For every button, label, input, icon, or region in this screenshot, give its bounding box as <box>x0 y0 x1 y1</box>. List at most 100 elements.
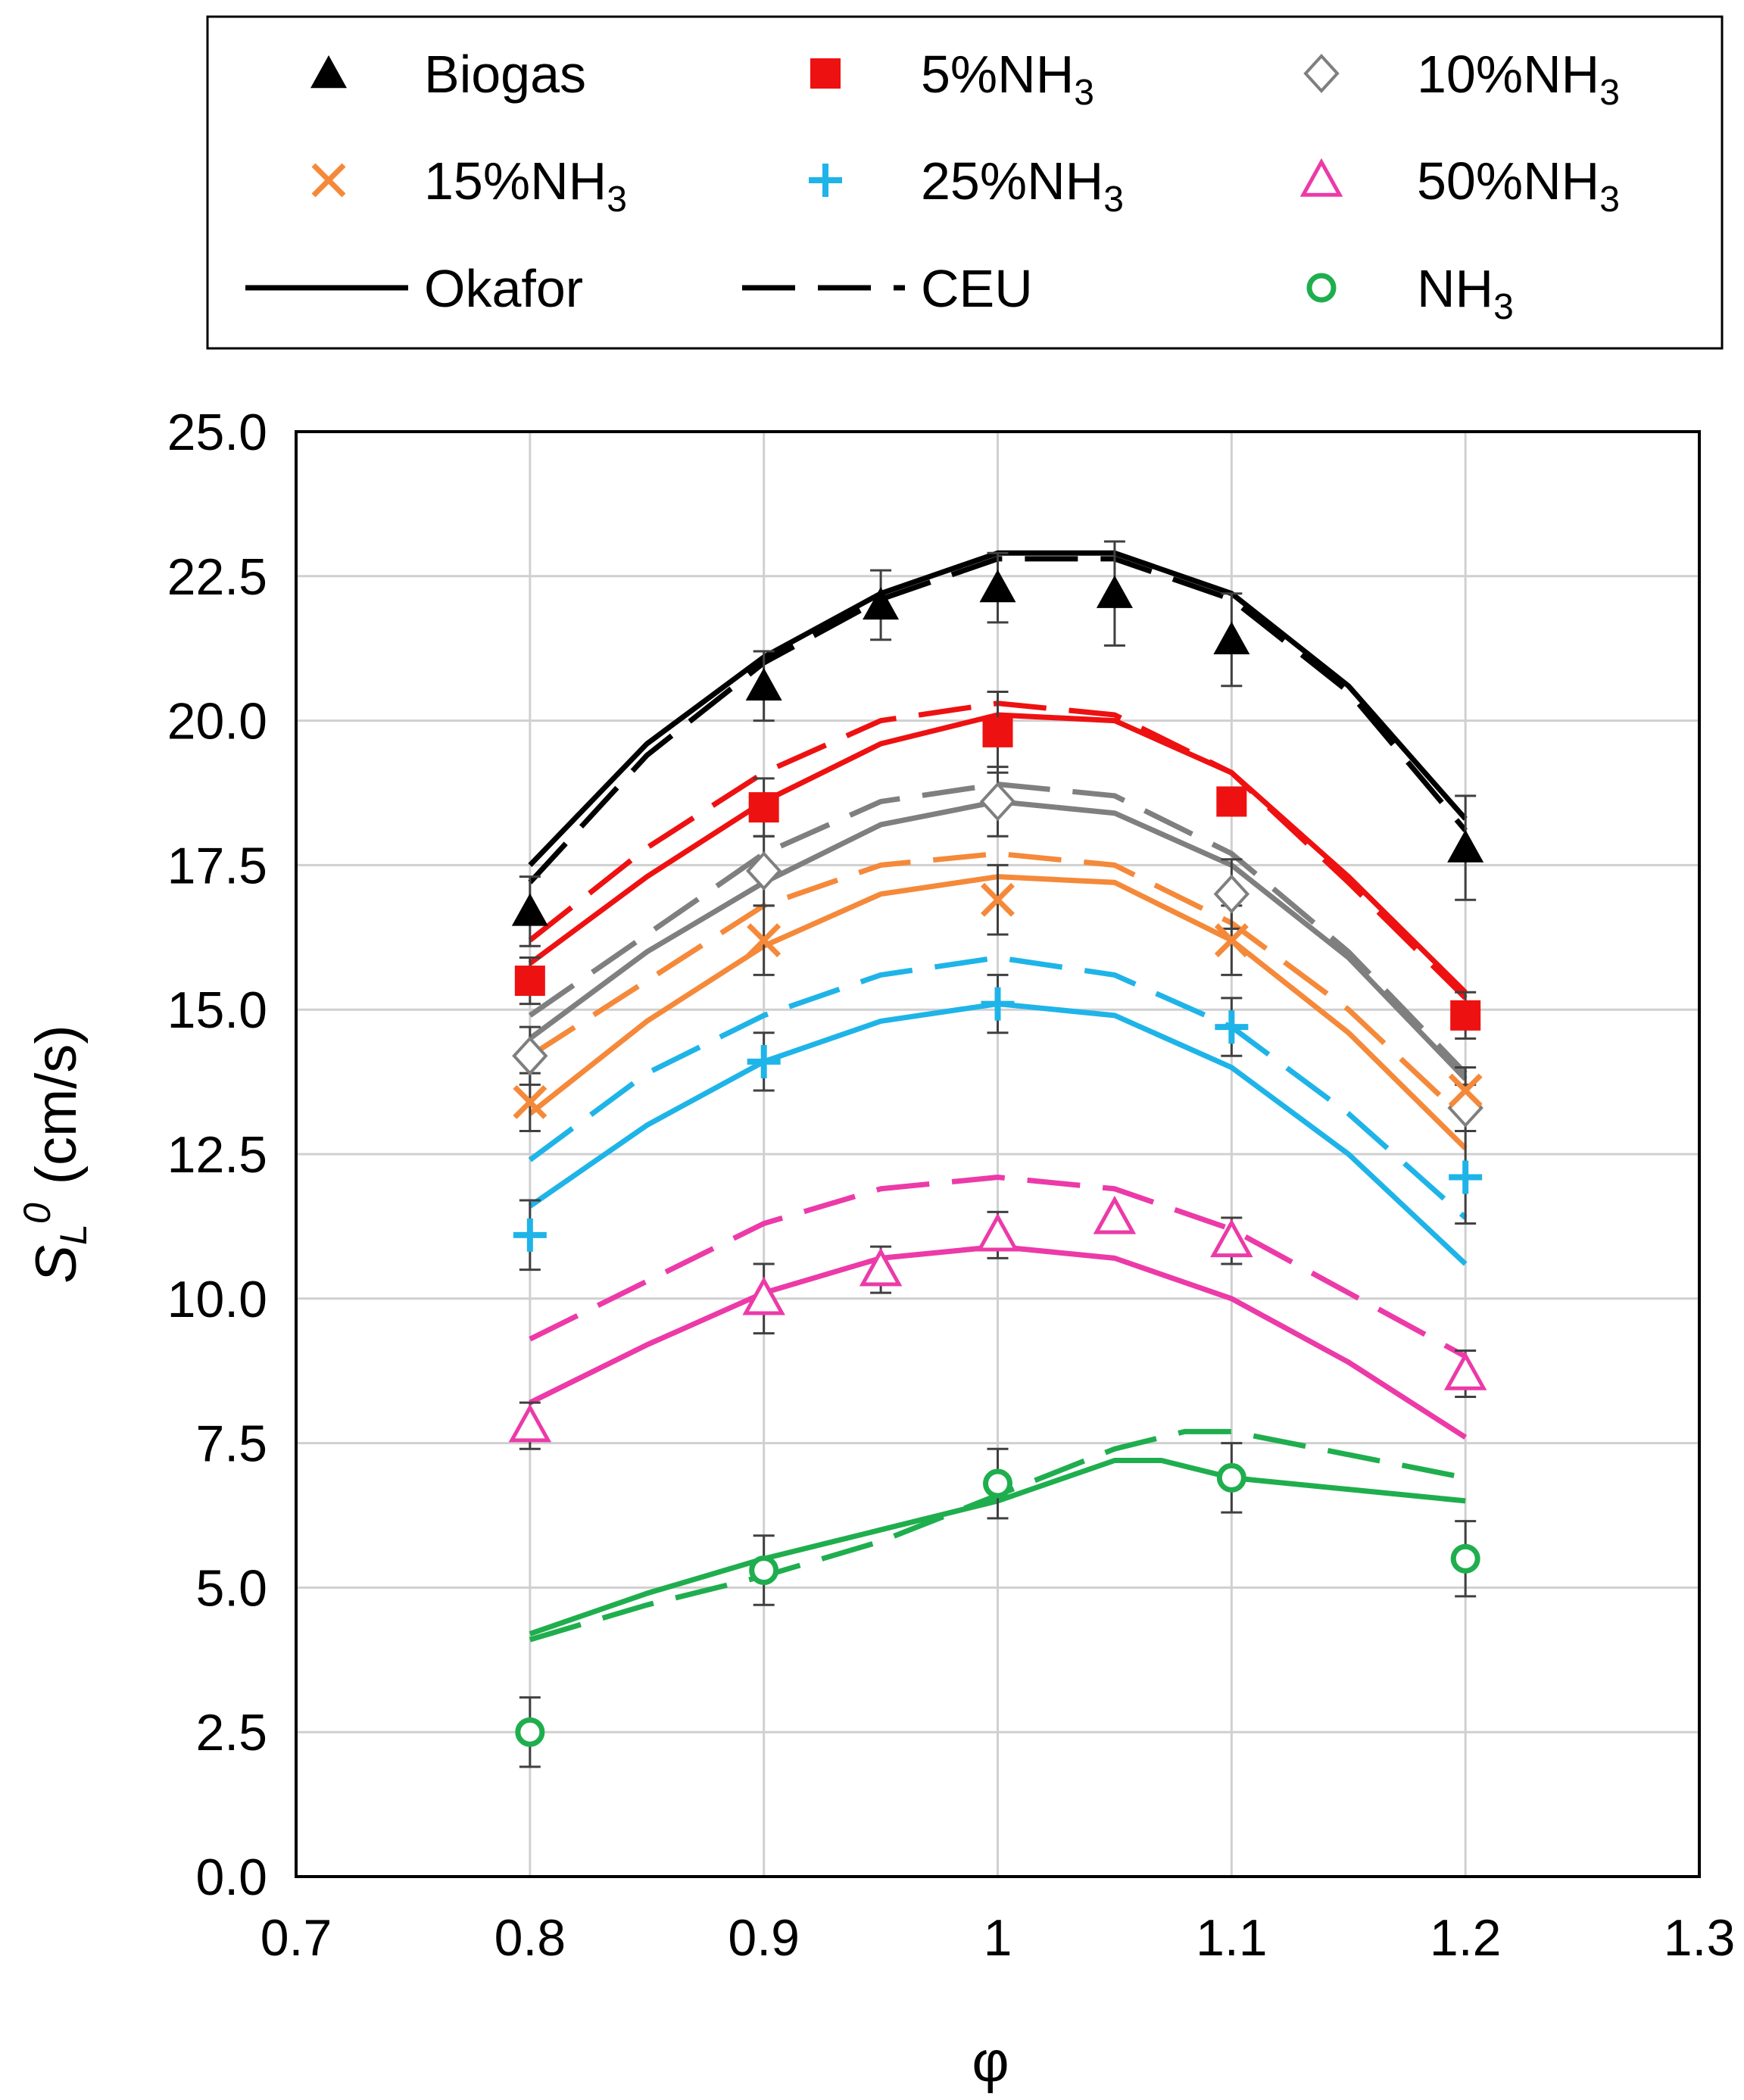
marker-shape <box>1216 1462 1246 1493</box>
data-point-5-nh3 <box>748 792 779 823</box>
data-point-5-nh3 <box>982 716 1013 747</box>
data-point-15-nh3 <box>513 1084 548 1119</box>
data-point-50-nh3 <box>1093 1195 1137 1234</box>
x-tick-label: 0.7 <box>261 1909 332 1967</box>
marker-stroke <box>1214 923 1249 958</box>
legend-label: 10%NH3 <box>1417 45 1620 113</box>
marker-shape <box>1216 786 1247 817</box>
legend: Biogas 5%NH3 10%NH3 15%NH3 25%NH3 50%NH3 Okafo… <box>245 45 1620 327</box>
x-tick-label: 0.8 <box>494 1909 566 1967</box>
marker-shape <box>1093 1195 1137 1234</box>
marker-shape <box>979 569 1016 603</box>
y-tick-label: 2.5 <box>195 1704 267 1761</box>
marker-shape <box>976 1212 1019 1252</box>
x-tick-label: 0.9 <box>728 1909 800 1967</box>
marker-stroke <box>981 882 1015 917</box>
legend-label: Biogas <box>424 45 586 104</box>
data-point-5-nh3 <box>1450 1000 1481 1031</box>
marker-shape <box>983 1468 1012 1499</box>
legend-label: 5%NH3 <box>921 45 1094 113</box>
y-tick-label: 20.0 <box>167 693 267 750</box>
ceu-line-15-nh3 <box>528 850 1468 1122</box>
y-tick-label: 7.5 <box>195 1415 267 1473</box>
y-axis-ticks: 0.0 2.5 5.0 7.5 10.0 12.5 15.0 17.5 20.0 22.5 25.0 <box>167 404 267 1906</box>
x-tick-label: 1.3 <box>1664 1909 1736 1967</box>
marker-shape <box>1306 273 1337 303</box>
y-axis-title-main: S <box>24 1245 89 1284</box>
ceu-line-25-nh3 <box>528 955 1468 1220</box>
okafor-line-nh3 <box>529 1458 1466 1637</box>
data-point-50-nh3 <box>508 1403 552 1443</box>
marker-shape <box>859 1247 903 1287</box>
data-point-biogas <box>1213 621 1250 654</box>
data-point-15-nh3 <box>747 923 782 958</box>
x-tick-label: 1.2 <box>1430 1909 1502 1967</box>
data-point-50-nh3 <box>1210 1218 1253 1258</box>
x-tick-label: 1.1 <box>1196 1909 1268 1967</box>
legend-item-ceu: CEU <box>742 259 1033 318</box>
y-axis-title-unit: (cm/s) <box>24 1025 89 1184</box>
marker-shape <box>982 716 1013 747</box>
x-axis-ticks: 0.7 0.8 0.9 1 1.1 1.2 1.3 <box>261 1909 1736 1967</box>
marker-shape <box>508 1403 552 1443</box>
data-point-nh3 <box>983 1468 1012 1499</box>
data-point-25-nh3 <box>1449 1160 1483 1194</box>
marker-stroke <box>747 923 782 958</box>
svg-text:SL0(cm/s): SL0 (cm/s) <box>16 1025 95 1283</box>
legend-item-biogas: Biogas <box>310 45 586 104</box>
data-point-nh3 <box>749 1555 779 1586</box>
legend-label: 15%NH3 <box>424 151 627 220</box>
plot-frame <box>295 430 1701 1878</box>
y-tick-label: 22.5 <box>167 548 267 606</box>
data-point-10-nh3 <box>979 782 1016 822</box>
marker-shape <box>863 586 900 620</box>
data-point-10-nh3 <box>745 851 782 891</box>
legend-label: Okafor <box>424 259 583 318</box>
x-tick-label: 1 <box>984 1909 1012 1967</box>
ceu-line-50-nh3 <box>529 1175 1467 1359</box>
legend-label: 50%NH3 <box>1417 151 1620 220</box>
marker-shape <box>511 893 548 926</box>
legend-marker <box>809 164 842 197</box>
marker-shape <box>1213 874 1250 914</box>
marker-shape <box>810 58 841 89</box>
legend-marker <box>311 163 346 198</box>
marker-shape <box>748 792 779 823</box>
legend-marker <box>1306 273 1337 303</box>
data-point-50-nh3 <box>742 1276 785 1315</box>
data-point-50-nh3 <box>859 1247 903 1287</box>
marker-shape <box>1096 575 1133 608</box>
y-tick-label: 17.5 <box>167 837 267 894</box>
data-point-nh3 <box>1216 1462 1246 1493</box>
y-tick-label: 12.5 <box>167 1126 267 1184</box>
data-point-biogas <box>511 893 548 926</box>
marker-shape <box>515 1717 545 1747</box>
marker-shape <box>1443 1351 1487 1390</box>
y-tick-label: 25.0 <box>167 404 267 461</box>
legend-marker <box>310 55 347 89</box>
data-point-10-nh3 <box>512 1036 548 1076</box>
data-point-15-nh3 <box>1448 1073 1483 1108</box>
data-point-biogas <box>863 586 900 620</box>
legend-item-okafor: Okafor <box>245 259 583 318</box>
marker-shape <box>1210 1218 1253 1258</box>
data-point-10-nh3 <box>1213 874 1250 914</box>
x-axis-title: φ <box>972 2030 1009 2094</box>
marker-shape <box>742 1276 785 1315</box>
legend-item-nh3: NH3 <box>1306 259 1514 327</box>
legend-box <box>206 15 1724 350</box>
data-markers <box>508 569 1487 1747</box>
marker-shape <box>1450 1000 1481 1031</box>
data-point-5-nh3 <box>514 966 545 997</box>
legend-item-10-nh3: 10%NH3 <box>1303 45 1620 113</box>
y-axis-title-sub: L <box>52 1224 95 1245</box>
marker-shape <box>749 1555 779 1586</box>
marker-shape <box>745 851 782 891</box>
legend-item-25-nh3: 25%NH3 <box>809 151 1124 220</box>
data-point-nh3 <box>1450 1543 1480 1574</box>
y-tick-label: 5.0 <box>195 1559 267 1617</box>
legend-marker <box>810 58 841 89</box>
marker-shape <box>1450 1543 1480 1574</box>
marker-shape <box>512 1036 548 1076</box>
